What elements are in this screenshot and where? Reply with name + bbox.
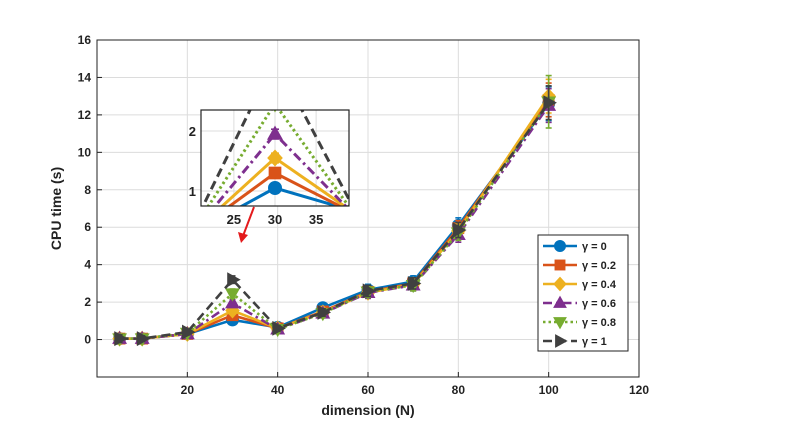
inset-zoom: 25 30 35 1 2: [189, 52, 350, 227]
inset-y-tick-label: 2: [189, 124, 196, 139]
legend-item: γ = 0.4: [543, 276, 617, 292]
legend-box: [537, 234, 629, 352]
data-point: [227, 272, 241, 288]
x-axis-label: dimension (N): [321, 402, 414, 418]
x-tick-label: 20: [181, 383, 195, 397]
legend-item: γ = 0: [543, 240, 607, 253]
y-axis-label: CPU time (s): [48, 167, 64, 250]
inset-data-point: [267, 149, 283, 167]
data-point: [407, 275, 422, 291]
legend-item: γ = 1: [543, 334, 607, 348]
main-series: [112, 74, 557, 347]
legend-item: γ = 0.6: [543, 295, 616, 310]
inset-data-point: [268, 166, 282, 180]
x-tick-label: 100: [539, 383, 559, 397]
inset-x-tick-label: 30: [268, 212, 282, 227]
inset-series-line: [206, 110, 349, 206]
y-tick-label: 14: [78, 70, 92, 84]
y-tick-label: 16: [78, 33, 92, 47]
data-point: [317, 304, 332, 320]
inset-frame: [200, 109, 350, 207]
series-5: [114, 85, 557, 347]
legend-item: γ = 0.2: [543, 259, 616, 272]
legend-label: γ = 1: [582, 336, 607, 348]
legend-item: γ = 0.8: [543, 317, 616, 330]
y-tick-label: 12: [78, 108, 92, 122]
inset-data-point: [268, 181, 282, 195]
x-tick-label: 60: [361, 383, 375, 397]
legend-label: γ = 0.4: [582, 279, 617, 291]
data-point: [114, 331, 128, 347]
legend: γ = 0 γ = 0.2 γ = 0.4 γ = 0.6 γ = 0.8 γ = 1: [537, 234, 629, 352]
data-point: [543, 95, 557, 111]
legend-label: γ = 0: [582, 241, 607, 253]
legend-marker: [555, 334, 568, 348]
y-tick-label: 8: [84, 183, 91, 197]
y-tick-label: 0: [84, 333, 91, 347]
series-line: [119, 101, 550, 340]
data-point: [225, 288, 240, 302]
legend-marker: [553, 317, 567, 330]
y-tick-label: 6: [84, 220, 91, 234]
y-tick-label: 4: [84, 258, 91, 272]
data-point: [136, 331, 151, 347]
data-point: [362, 283, 377, 299]
inset-y-tick-label: 1: [189, 184, 196, 199]
legend-marker: [553, 276, 567, 292]
legend-label: γ = 0.2: [582, 260, 616, 272]
arrow-head: [238, 232, 248, 243]
inset-x-tick-label: 25: [227, 212, 241, 227]
data-point: [182, 324, 196, 340]
inset-series-line: [213, 131, 348, 206]
legend-marker: [554, 240, 566, 252]
x-tick-label: 120: [629, 383, 649, 397]
inset-data-point: [270, 52, 283, 66]
inset-data-point: [266, 125, 284, 140]
legend-label: γ = 0.8: [582, 317, 616, 329]
legend-label: γ = 0.6: [582, 298, 616, 310]
inset-x-tick-label: 35: [309, 212, 323, 227]
data-point: [453, 222, 467, 238]
x-tick-label: 80: [452, 383, 466, 397]
arrow-shaft: [242, 206, 255, 237]
legend-marker: [554, 259, 566, 271]
data-point: [225, 295, 240, 309]
data-point: [272, 320, 286, 336]
inset-series: [201, 52, 349, 206]
inset-series-line: [201, 110, 349, 206]
y-tick-label: 2: [84, 295, 91, 309]
inset-pointer-arrow: [238, 206, 255, 243]
x-tick-label: 40: [271, 383, 285, 397]
legend-marker: [553, 295, 567, 308]
y-tick-label: 10: [78, 145, 92, 159]
